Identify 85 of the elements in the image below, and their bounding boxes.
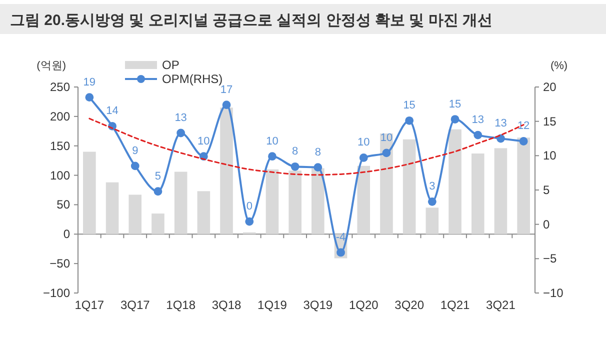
y2-tick-label: 10 [543,148,557,163]
x-tick-label: 3Q20 [394,298,424,312]
bar [312,168,324,234]
x-tick-label: 1Q17 [74,298,104,312]
data-label: 19 [83,76,96,88]
point [268,152,276,161]
data-label: 10 [198,135,210,148]
data-label: 5 [154,170,162,182]
data-label: 15 [403,100,416,112]
legend-label: OP [162,58,180,72]
bar [517,138,530,234]
y-axis-title: (억원) [36,60,66,72]
point [336,248,345,257]
bar [174,172,188,234]
bar [357,166,370,234]
data-label: 10 [266,135,278,148]
data-label: 8 [292,146,298,158]
data-label: 10 [358,136,370,149]
data-label: 3 [429,180,436,193]
bar [380,133,393,234]
x-tick-label: 3Q21 [486,298,516,312]
y-tick-label: −50 [50,256,70,271]
point [245,217,254,226]
bar [106,182,119,234]
point [130,162,140,170]
legend-label: OPM(RHS) [162,72,223,86]
bar [494,148,508,234]
y-tick-label: −100 [42,286,70,300]
data-label: 12 [517,120,530,132]
point [290,162,300,171]
bar [288,170,302,234]
data-label: -4 [336,231,346,244]
bar [471,154,484,234]
bar [402,139,416,234]
data-label: 14 [106,105,118,118]
bar [220,108,233,234]
point [382,148,391,158]
y-tick-label: 250 [50,80,70,94]
chart-title: 그림 20.동시방영 및 오리지널 공급으로 실적의 안정성 확보 및 마진 개선 [10,12,493,29]
x-tick-label: 1Q18 [166,298,196,312]
data-label: 13 [174,112,187,124]
y2-tick-label: −10 [543,286,564,300]
y-tick-label: 150 [50,138,70,153]
y-tick-label: 0 [63,227,70,242]
data-label: 13 [472,114,484,126]
data-label: 13 [494,118,507,130]
point [359,154,368,162]
bar [152,214,164,234]
bar [128,194,142,234]
y-tick-label: 100 [50,168,70,182]
data-label: 10 [380,132,393,144]
bar [448,129,462,234]
point [428,197,436,206]
point [314,163,322,172]
x-tick-label: 1Q20 [348,298,379,312]
y-tick-label: 200 [50,109,70,124]
bar [83,152,96,234]
point [474,130,482,140]
data-label: 9 [132,144,138,157]
data-label: 17 [220,84,233,96]
point [519,137,528,146]
data-label: 15 [448,98,462,110]
data-label: 8 [314,146,321,158]
bar [266,169,279,234]
point [176,128,186,138]
point [85,93,94,102]
bar [197,191,210,234]
y2-tick-label: 5 [543,183,550,197]
x-tick-label: 3Q18 [212,298,242,312]
x-tick-label: 1Q19 [258,298,288,312]
y2-tick-label: 20 [543,80,557,94]
point [450,115,460,124]
point [222,100,231,110]
y2-axis-title: (%) [550,60,568,72]
x-tick-label: 3Q19 [303,298,333,312]
point [405,116,414,125]
x-tick-label: 3Q17 [120,298,150,312]
y-tick-label: 50 [56,198,70,212]
y2-tick-label: −5 [543,252,558,266]
y2-tick-label: 15 [543,114,557,128]
bar [426,208,439,234]
x-tick-label: 1Q21 [440,298,470,312]
y2-tick-label: 0 [543,217,550,232]
point [154,187,162,196]
data-label: 0 [246,200,252,213]
